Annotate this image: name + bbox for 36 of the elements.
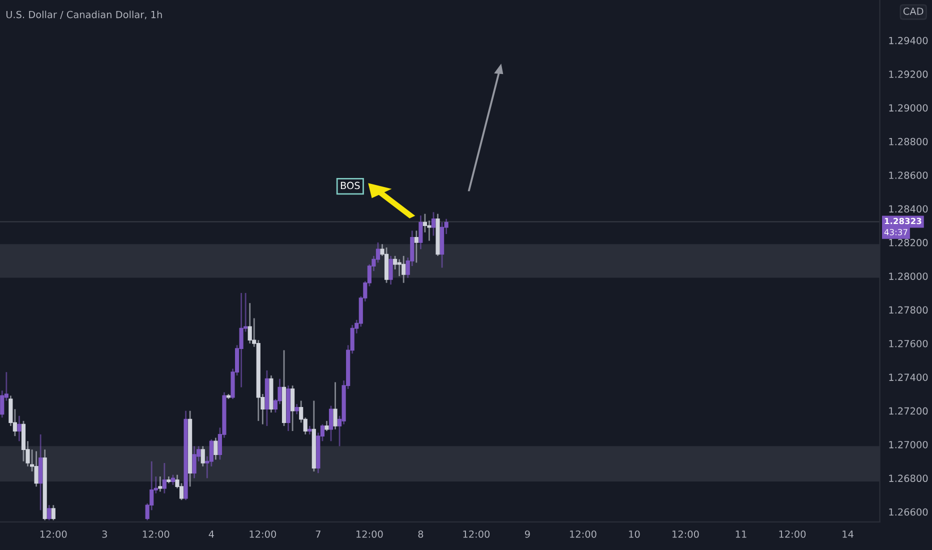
x-tick-label: 11	[736, 530, 746, 538]
y-tick-label: 1.28200	[889, 238, 928, 246]
x-tick-label: 12:00	[142, 530, 170, 538]
y-tick-label: 1.26600	[889, 508, 928, 516]
text: CAD	[903, 8, 924, 15]
y-tick-label: 1.27600	[889, 340, 928, 348]
x-tick-label: 14	[842, 530, 854, 538]
annotation: BOS	[340, 182, 360, 190]
y-tick-label: 1.26800	[889, 474, 928, 482]
text: U.S. Dollar / Canadian Dollar, 1h	[6, 10, 162, 20]
x-tick-label: 3	[102, 530, 107, 538]
x-tick-label: 12:00	[672, 530, 699, 538]
y-tick-label: 1.29000	[889, 104, 928, 112]
y-tick-label: 1.29200	[889, 70, 928, 78]
x-tick-label: 12:00	[779, 530, 806, 538]
y-tick-label: 1.29400	[889, 36, 928, 44]
y-tick-label: 1.27200	[889, 407, 928, 415]
x-tick-label: 12:00	[250, 530, 276, 538]
x-tick-label: 12:00	[40, 530, 67, 538]
text: 43:37	[884, 228, 908, 236]
ref-line-label: 1.28323	[884, 218, 922, 224]
x-tick-label: 10	[629, 530, 640, 538]
x-tick-label: 8	[418, 530, 424, 538]
x-tick-label: 12:00	[463, 530, 490, 538]
y-tick-label: 1.27000	[889, 440, 928, 448]
x-tick-label: 12:00	[570, 530, 596, 538]
x-tick-label: 9	[524, 530, 530, 538]
y-tick-label: 1.27800	[889, 306, 928, 314]
y-tick-label: 1.28800	[889, 138, 928, 146]
y-tick-label: 1.28600	[889, 172, 928, 179]
y-tick-label: 1.27400	[889, 374, 928, 381]
y-tick-label: 1.28400	[889, 205, 928, 213]
x-tick-label: 4	[208, 530, 214, 538]
x-tick-label: 12:00	[356, 530, 383, 538]
x-tick-label: 7	[316, 530, 320, 538]
y-tick-label: 1.28000	[889, 272, 928, 280]
